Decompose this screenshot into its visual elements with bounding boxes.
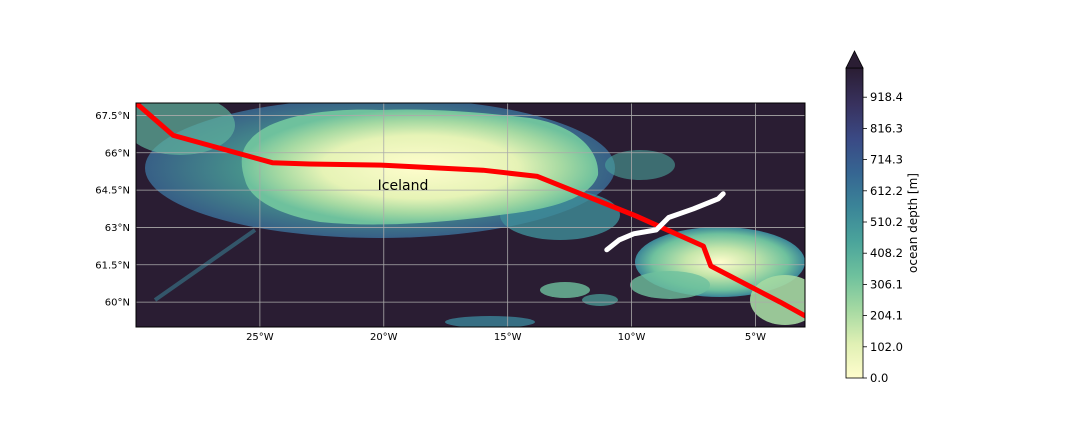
latitude-tick-label: 63°N xyxy=(105,223,130,234)
colorbar-tick-label: 306.1 xyxy=(870,277,903,291)
colorbar-ticks: 0.0 102.0 204.1 306.1 408.2 510.2 612.2 714.3 81… xyxy=(863,90,903,385)
place-label-iceland: Iceland xyxy=(378,178,429,194)
gridlines xyxy=(136,103,805,327)
latitude-tick-labels: 67.5°N 66°N 64.5°N 63°N 61.5°N 60°N xyxy=(95,111,130,309)
latitude-tick-label: 61.5°N xyxy=(95,260,130,271)
colorbar: 0.0 102.0 204.1 306.1 408.2 510.2 612.2 714.3 81… xyxy=(845,50,920,385)
latitude-tick-label: 60°N xyxy=(105,298,130,309)
longitude-tick-label: 10°W xyxy=(618,332,646,343)
colorbar-label: ocean depth [m] xyxy=(906,173,920,273)
latitude-tick-label: 64.5°N xyxy=(95,186,130,197)
colorbar-tick-label: 510.2 xyxy=(870,215,903,229)
latitude-tick-label: 67.5°N xyxy=(95,111,130,122)
colorbar-tick-label: 408.2 xyxy=(870,246,903,260)
colorbar-tick-label: 204.1 xyxy=(870,309,903,323)
colorbar-tick-label: 102.0 xyxy=(870,340,903,354)
longitude-tick-label: 20°W xyxy=(370,332,398,343)
red-section-line xyxy=(136,103,805,319)
tracks xyxy=(136,103,805,319)
longitude-tick-label: 25°W xyxy=(246,332,274,343)
colorbar-extend-arrow xyxy=(845,50,864,69)
map-panel: Iceland 25°W 20°W 15°W 10°W 5°W 67.5°N 66°N 64… xyxy=(95,102,806,343)
colorbar-tick-label: 816.3 xyxy=(870,121,903,135)
colorbar-tick-label: 0.0 xyxy=(870,371,888,385)
longitude-tick-labels: 25°W 20°W 15°W 10°W 5°W xyxy=(246,332,766,343)
colorbar-tick-label: 918.4 xyxy=(870,90,903,104)
latitude-tick-label: 66°N xyxy=(105,148,130,159)
white-section-line xyxy=(604,191,726,253)
longitude-tick-label: 15°W xyxy=(494,332,522,343)
longitude-tick-label: 5°W xyxy=(745,332,766,343)
map-border xyxy=(135,102,806,328)
colorbar-ramp xyxy=(845,67,864,379)
colorbar-tick-label: 612.2 xyxy=(870,184,903,198)
colorbar-tick-label: 714.3 xyxy=(870,153,903,167)
